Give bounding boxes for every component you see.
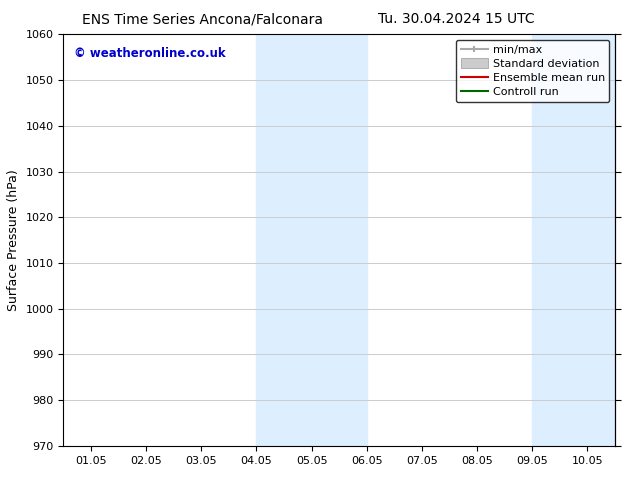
Text: © weatheronline.co.uk: © weatheronline.co.uk — [74, 47, 226, 60]
Bar — [256, 34, 367, 446]
Legend: min/max, Standard deviation, Ensemble mean run, Controll run: min/max, Standard deviation, Ensemble me… — [456, 40, 609, 102]
Text: Tu. 30.04.2024 15 UTC: Tu. 30.04.2024 15 UTC — [378, 12, 535, 26]
Bar — [533, 34, 615, 446]
Y-axis label: Surface Pressure (hPa): Surface Pressure (hPa) — [7, 169, 20, 311]
Text: ENS Time Series Ancona/Falconara: ENS Time Series Ancona/Falconara — [82, 12, 323, 26]
